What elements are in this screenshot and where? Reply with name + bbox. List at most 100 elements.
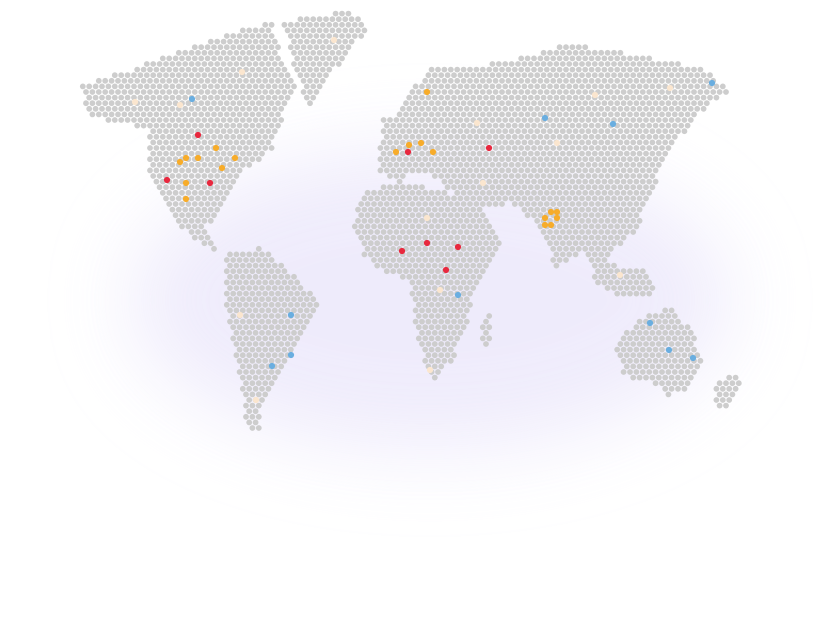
- land-dot: [572, 105, 579, 112]
- land-dot: [255, 324, 262, 331]
- land-dot: [659, 145, 665, 151]
- land-dot: [185, 77, 192, 84]
- land-dot: [444, 161, 451, 168]
- land-dot: [307, 66, 313, 73]
- land-dot: [115, 89, 121, 95]
- land-dot: [195, 105, 201, 112]
- land-dot: [518, 201, 525, 207]
- land-dot: [307, 55, 313, 62]
- land-dot: [163, 161, 169, 168]
- land-dot: [630, 83, 637, 90]
- land-dot: [185, 145, 192, 151]
- land-dot: [643, 83, 649, 90]
- land-dot: [227, 128, 233, 135]
- land-dot: [310, 16, 317, 23]
- highlight-dot: [426, 366, 434, 374]
- land-dot: [476, 184, 483, 191]
- land-dot: [169, 83, 176, 90]
- land-dot: [444, 72, 451, 79]
- land-dot: [284, 318, 291, 325]
- land-dot: [438, 83, 445, 90]
- land-dot: [463, 173, 470, 179]
- land-dot: [342, 49, 349, 56]
- land-dot: [563, 189, 569, 196]
- land-dot: [492, 178, 499, 185]
- land-dot: [166, 122, 173, 129]
- land-dot: [502, 161, 509, 168]
- land-dot: [281, 89, 288, 95]
- land-dot: [262, 324, 269, 331]
- land-dot: [271, 352, 278, 359]
- land-dot: [438, 329, 445, 336]
- land-dot: [169, 195, 176, 202]
- land-dot: [230, 290, 237, 297]
- land-dot: [131, 117, 137, 123]
- land-dot: [499, 111, 505, 118]
- land-dot: [518, 77, 525, 84]
- land-dot: [476, 94, 483, 101]
- land-dot: [249, 156, 256, 163]
- land-dot: [204, 145, 211, 151]
- land-dot: [236, 301, 243, 308]
- land-dot: [335, 49, 342, 56]
- land-dot: [393, 217, 400, 224]
- land-dot: [620, 290, 627, 297]
- land-dot: [460, 279, 467, 286]
- land-dot: [230, 279, 237, 286]
- land-dot: [422, 257, 429, 263]
- land-dot: [236, 89, 243, 95]
- land-dot: [422, 245, 429, 252]
- land-dot: [252, 318, 259, 325]
- land-dot: [297, 329, 304, 336]
- land-dot: [579, 139, 585, 146]
- land-dot: [95, 111, 102, 118]
- land-dot: [668, 105, 675, 112]
- land-dot: [633, 223, 640, 230]
- land-dot: [553, 61, 560, 67]
- land-dot: [236, 44, 243, 51]
- land-dot: [518, 189, 525, 196]
- land-dot: [585, 229, 592, 235]
- land-dot: [444, 296, 451, 303]
- land-dot: [595, 122, 601, 129]
- land-dot: [457, 173, 464, 179]
- highlight-dot: [591, 91, 599, 99]
- land-dot: [326, 33, 333, 39]
- land-dot: [265, 61, 272, 67]
- land-dot: [617, 229, 624, 235]
- land-dot: [428, 301, 435, 308]
- highlight-dot: [163, 176, 171, 184]
- land-dot: [652, 156, 659, 163]
- land-dot: [361, 251, 368, 258]
- land-dot: [611, 217, 617, 224]
- land-dot: [118, 94, 125, 101]
- land-dot: [633, 100, 640, 107]
- land-dot: [515, 128, 521, 135]
- land-dot: [188, 49, 195, 56]
- land-dot: [524, 167, 531, 174]
- land-dot: [223, 290, 230, 297]
- land-dot: [278, 94, 285, 101]
- land-dot: [617, 105, 624, 112]
- land-dot: [428, 346, 435, 353]
- land-dot: [195, 72, 201, 79]
- land-dot: [563, 167, 569, 174]
- land-dot: [191, 89, 198, 95]
- land-dot: [582, 156, 589, 163]
- land-dot: [278, 83, 285, 90]
- land-dot: [239, 27, 246, 34]
- land-dot: [195, 94, 201, 101]
- land-dot: [467, 245, 473, 252]
- land-dot: [425, 318, 432, 325]
- land-dot: [591, 173, 598, 179]
- land-dot: [607, 223, 614, 230]
- land-dot: [419, 329, 425, 336]
- land-dot: [326, 66, 333, 73]
- land-dot: [643, 150, 649, 157]
- land-dot: [611, 49, 617, 56]
- land-dot: [575, 212, 582, 219]
- land-dot: [419, 105, 425, 112]
- land-dot: [611, 161, 617, 168]
- land-dot: [451, 117, 457, 123]
- land-dot: [239, 318, 246, 325]
